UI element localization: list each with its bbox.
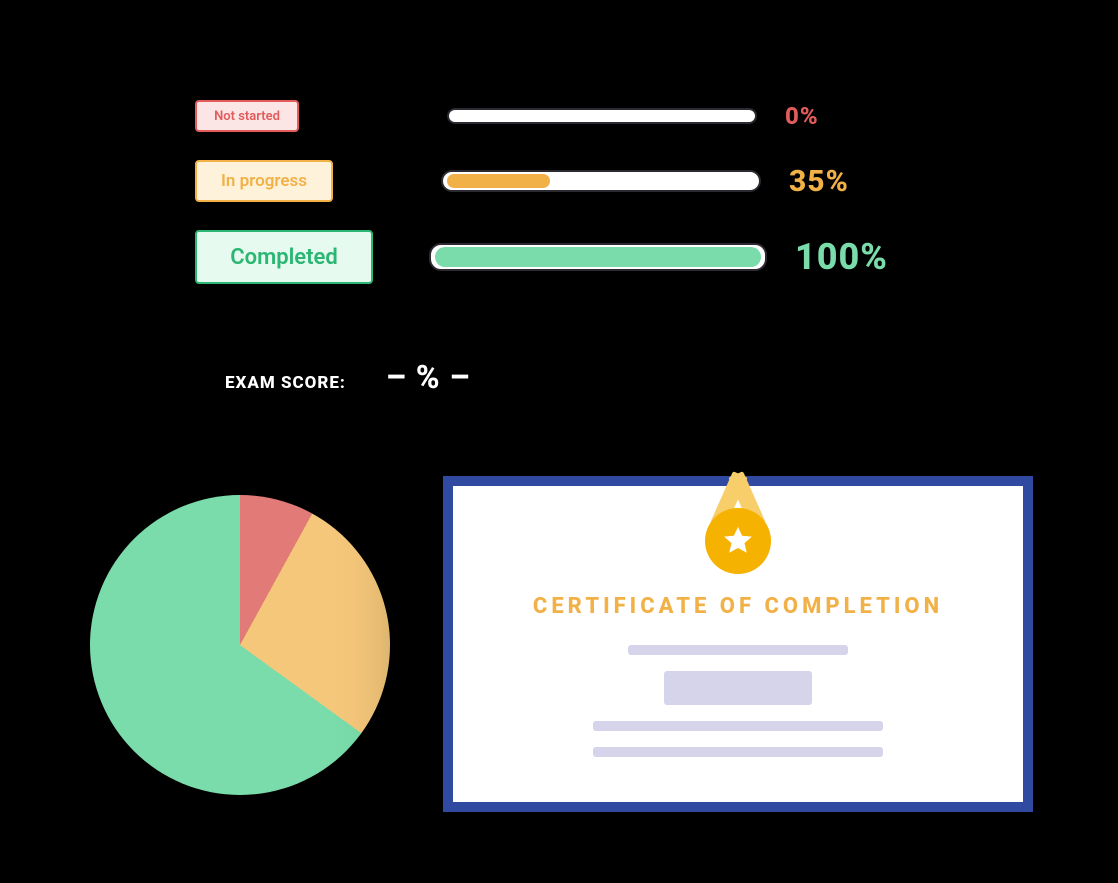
exam-score-label: EXAM SCORE: bbox=[225, 373, 346, 393]
certificate-title: CERTIFICATE OF COMPLETION bbox=[533, 594, 943, 619]
medal-disc-icon bbox=[705, 508, 771, 574]
completion-pie-chart bbox=[90, 495, 390, 795]
progress-bar-not-started bbox=[447, 108, 757, 124]
placeholder-line bbox=[664, 671, 812, 705]
medal-icon bbox=[693, 490, 783, 580]
pie-graphic bbox=[90, 495, 390, 795]
progress-bar-in-progress bbox=[441, 170, 761, 192]
placeholder-line bbox=[593, 721, 883, 731]
certificate-placeholder-lines bbox=[593, 645, 883, 757]
progress-row-completed: Completed 100% bbox=[195, 230, 915, 284]
status-badge-completed: Completed bbox=[195, 230, 373, 284]
percent-value-completed: 100% bbox=[795, 236, 888, 278]
placeholder-line bbox=[593, 747, 883, 757]
star-icon bbox=[721, 524, 755, 558]
progress-bar-completed bbox=[429, 243, 767, 271]
certificate-card: CERTIFICATE OF COMPLETION bbox=[443, 476, 1033, 812]
percent-value-in-progress: 35% bbox=[789, 164, 849, 199]
percent-value-not-started: 0% bbox=[785, 102, 819, 130]
progress-bar-fill bbox=[447, 174, 550, 188]
status-badge-not-started: Not started bbox=[195, 100, 299, 132]
exam-score-row: EXAM SCORE: – % – bbox=[225, 358, 471, 396]
progress-row-not-started: Not started 0% bbox=[195, 100, 915, 132]
progress-bar-fill bbox=[435, 247, 761, 267]
progress-status-list: Not started 0% In progress 35% Completed… bbox=[195, 100, 915, 312]
exam-score-value: – % – bbox=[386, 358, 471, 396]
status-badge-in-progress: In progress bbox=[195, 160, 333, 202]
progress-row-in-progress: In progress 35% bbox=[195, 160, 915, 202]
placeholder-line bbox=[628, 645, 848, 655]
